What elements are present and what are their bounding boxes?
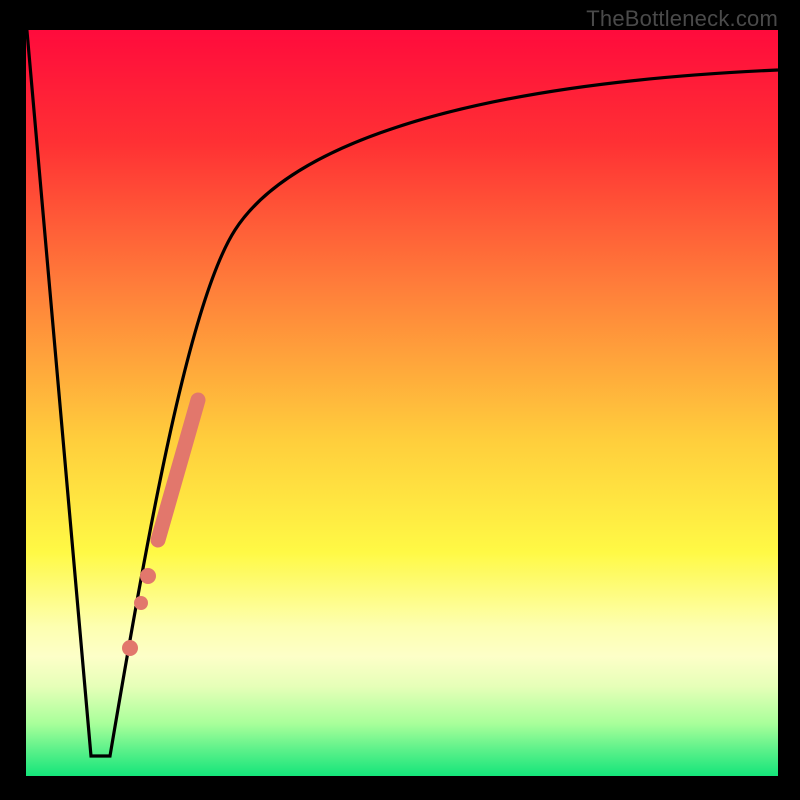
data-point (122, 640, 138, 656)
data-point (134, 596, 148, 610)
bottleneck-chart (0, 0, 800, 800)
data-point (140, 568, 156, 584)
gradient-background (26, 30, 778, 776)
